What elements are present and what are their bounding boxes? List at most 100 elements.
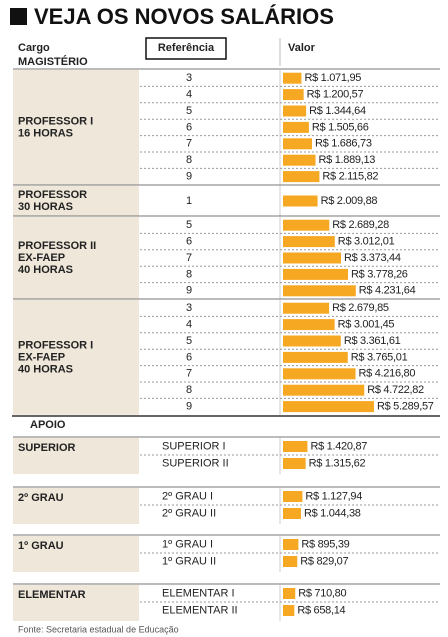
- ref: 8: [186, 384, 192, 396]
- group-label: 30 HORAS: [18, 201, 73, 213]
- bar: [283, 588, 296, 599]
- ref: 3: [186, 72, 192, 84]
- value-label: R$ 895,39: [301, 538, 349, 550]
- ref: 4: [186, 319, 192, 331]
- bar: [283, 508, 301, 519]
- value-label: R$ 1.315,62: [309, 457, 366, 469]
- ref: 9: [186, 171, 192, 183]
- ref: 5: [186, 335, 192, 347]
- value-label: R$ 1.044,38: [304, 507, 361, 519]
- bar: [283, 556, 298, 567]
- label-cell: [13, 186, 139, 216]
- value-label: R$ 1.686,73: [315, 138, 372, 150]
- value-label: R$ 1.420,87: [310, 440, 367, 452]
- value-label: R$ 3.765,01: [351, 351, 408, 363]
- value-label: R$ 2.009,88: [321, 195, 378, 207]
- ref: 1º GRAU II: [162, 555, 216, 567]
- bar: [283, 319, 335, 331]
- value-label: R$ 1.071,95: [304, 72, 361, 84]
- title-icon: [10, 8, 27, 25]
- ref: 7: [186, 368, 192, 380]
- ref: 9: [186, 285, 192, 297]
- group-label: PROFESSOR I: [18, 115, 93, 127]
- group-label: EX-FAEP: [18, 252, 65, 264]
- ref: SUPERIOR I: [162, 440, 226, 452]
- group-label: EX-FAEP: [18, 351, 65, 363]
- value-label: R$ 710,80: [298, 587, 346, 599]
- bar: [283, 219, 330, 231]
- value-label: R$ 2.689,28: [332, 219, 389, 231]
- label-cell: [13, 438, 139, 474]
- group-label: PROFESSOR I: [18, 339, 93, 351]
- ref: ELEMENTAR I: [162, 587, 235, 599]
- bar: [283, 368, 356, 380]
- bar: [283, 539, 299, 550]
- ref: 7: [186, 252, 192, 264]
- value-label: R$ 1.889,13: [318, 154, 375, 166]
- value-label: R$ 3.373,44: [344, 252, 401, 264]
- value-label: R$ 4.722,82: [367, 384, 424, 396]
- ref: 4: [186, 89, 192, 101]
- label-cell: [13, 217, 139, 299]
- label-cell: [13, 70, 139, 185]
- bar: [283, 105, 307, 117]
- value-label: R$ 3.361,61: [344, 335, 401, 347]
- ref: ELEMENTAR II: [162, 604, 238, 616]
- group-label: 40 HORAS: [18, 363, 73, 375]
- bar: [283, 285, 356, 297]
- header-cargo: Cargo: [18, 42, 50, 54]
- bar: [283, 351, 348, 363]
- ref: 9: [186, 401, 192, 413]
- value-label: R$ 1.505,66: [312, 121, 369, 133]
- value-label: R$ 829,07: [300, 555, 348, 567]
- value-label: R$ 2.115,82: [322, 171, 378, 183]
- value-label: R$ 4.231,64: [359, 285, 416, 297]
- ref: 5: [186, 219, 192, 231]
- bar: [283, 236, 335, 248]
- value-label: R$ 2.679,85: [332, 302, 389, 314]
- value-label: R$ 1.127,94: [305, 490, 362, 502]
- value-label: R$ 3.001,45: [338, 319, 395, 331]
- label-cell: [13, 300, 139, 415]
- title: VEJA OS NOVOS SALÁRIOS: [34, 4, 334, 29]
- header-referencia: Referência: [158, 42, 215, 54]
- ref: 1: [186, 195, 192, 207]
- bar: [283, 89, 304, 101]
- section-title: APOIO: [30, 419, 66, 431]
- group-label: 2º GRAU: [18, 492, 64, 504]
- value-label: R$ 5.289,57: [377, 401, 434, 413]
- ref: SUPERIOR II: [162, 457, 229, 469]
- label-cell: [13, 536, 139, 572]
- bar: [283, 72, 302, 84]
- group-label: PROFESSOR: [18, 189, 87, 201]
- value-label: R$ 3.012,01: [338, 236, 395, 248]
- group-label: 16 HORAS: [18, 127, 73, 139]
- group-label: 1º GRAU: [18, 540, 64, 552]
- ref: 7: [186, 138, 192, 150]
- bar: [283, 154, 316, 166]
- header-valor: Valor: [288, 42, 316, 54]
- label-cell: [13, 488, 139, 524]
- bar: [283, 268, 348, 280]
- ref: 2º GRAU II: [162, 507, 216, 519]
- ref: 6: [186, 236, 192, 248]
- group-label: ELEMENTAR: [18, 589, 86, 601]
- bar: [283, 605, 295, 616]
- section-title: MAGISTÉRIO: [18, 55, 88, 68]
- value-label: R$ 1.344,64: [309, 105, 366, 117]
- bar: [283, 458, 306, 469]
- bar: [283, 302, 330, 314]
- bar: [283, 138, 313, 150]
- ref: 6: [186, 121, 192, 133]
- ref: 8: [186, 154, 192, 166]
- group-label: SUPERIOR: [18, 442, 76, 454]
- label-cell: [13, 585, 139, 621]
- ref: 8: [186, 268, 192, 280]
- value-label: R$ 658,14: [297, 604, 345, 616]
- ref: 3: [186, 302, 192, 314]
- ref: 5: [186, 105, 192, 117]
- bar: [283, 401, 374, 413]
- ref: 1º GRAU I: [162, 538, 213, 550]
- group-label: PROFESSOR II: [18, 240, 96, 252]
- bar: [283, 121, 309, 133]
